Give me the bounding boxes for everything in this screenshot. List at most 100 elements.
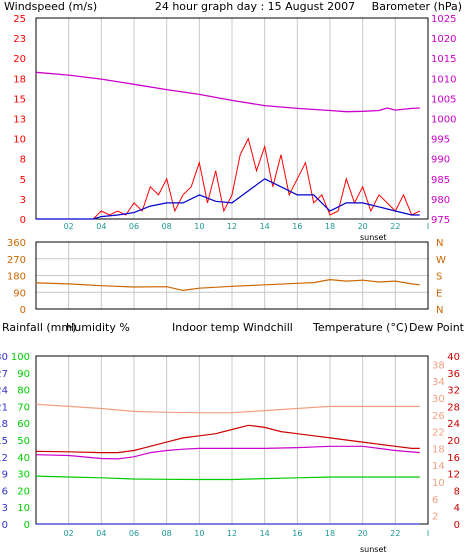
rainfall-tick-label: 21 — [0, 402, 8, 413]
windspeed-tick-label: 25 — [13, 14, 26, 25]
temperature-tick-label: 38 — [432, 360, 445, 371]
legend-temperature: Temperature (°C) — [312, 321, 408, 334]
humidity-tick-label: 30 — [17, 470, 30, 481]
humidity-tick-label: 70 — [17, 402, 30, 413]
temperature-line — [35, 424, 420, 454]
windspeed-tick-label: 10 — [13, 135, 26, 146]
x-tick-label: 22 — [390, 222, 400, 231]
windspeed-tick-label: 3 — [20, 195, 26, 206]
temperature-tick-label: 2 — [432, 512, 438, 523]
x-tick-label: 18 — [325, 222, 335, 231]
barometer-line — [35, 71, 420, 113]
compass-tick-label: S — [436, 272, 442, 283]
humidity-tick-label: 40 — [17, 453, 30, 464]
temperature-tick-label: 0 — [454, 520, 460, 531]
direction-tick-label: 90 — [13, 288, 26, 299]
temperature-tick-label: 30 — [432, 394, 445, 405]
legend-windchill: Windchill — [243, 321, 293, 334]
sunset-label-top: sunset — [360, 233, 387, 242]
x-tick-label: 16 — [292, 222, 302, 231]
wind-direction-line — [35, 278, 420, 292]
humidity-tick-label: 50 — [17, 436, 30, 447]
rainfall-tick-label: 15 — [0, 436, 8, 447]
windspeed-tick-label: 20 — [13, 54, 26, 65]
humidity-tick-label: 90 — [17, 369, 30, 380]
temperature-tick-label: 16 — [447, 453, 460, 464]
x-tick-label: 18 — [325, 529, 335, 538]
x-tick-label: 16 — [292, 529, 302, 538]
x-tick-label: 14 — [260, 529, 270, 538]
barometer-tick-label: 1005 — [431, 94, 456, 105]
temperature-tick-label: 18 — [432, 444, 445, 455]
legend-rainfall: Rainfall (mm) — [2, 321, 76, 334]
wind-panel-frame — [35, 17, 429, 220]
indoor-temp-line — [35, 403, 420, 414]
x-tick-label: 06 — [129, 529, 139, 538]
barometer-tick-label: 1020 — [431, 34, 456, 45]
temperature-tick-label: 24 — [447, 419, 460, 430]
windspeed-tick-label: 18 — [13, 74, 26, 85]
x-tick-label: 06 — [129, 222, 139, 231]
temperature-tick-label: 14 — [432, 461, 445, 472]
barometer-tick-label: 975 — [431, 215, 450, 226]
legend-dew-point: Dew Point — [409, 321, 465, 334]
rainfall-tick-label: 12 — [0, 453, 8, 464]
barometer-tick-label: 1010 — [431, 74, 456, 85]
direction-panel-frame — [35, 241, 429, 310]
barometer-tick-label: 990 — [431, 155, 450, 166]
windspeed-tick-label: 15 — [13, 94, 26, 105]
humidity-tick-label: 60 — [17, 419, 30, 430]
compass-tick-label: N — [436, 238, 443, 249]
humidity-tick-label: 80 — [17, 386, 30, 397]
rainfall-tick-label: 9 — [2, 470, 8, 481]
humidity-tick-label: 10 — [17, 503, 30, 514]
temperature-tick-label: 12 — [447, 470, 460, 481]
legend-humidity: Humidity % — [66, 321, 130, 334]
temperature-tick-label: 26 — [432, 411, 445, 422]
windspeed-tick-label: 13 — [13, 115, 26, 126]
humidity-tick-label: 20 — [17, 486, 30, 497]
x-tick-label: I — [427, 222, 429, 231]
direction-tick-label: 270 — [7, 255, 26, 266]
temperature-tick-label: 22 — [432, 428, 445, 439]
barometer-tick-label: 980 — [431, 195, 450, 206]
windspeed-tick-label: 5 — [20, 175, 26, 186]
x-tick-label: 12 — [227, 222, 237, 231]
x-tick-label: 04 — [96, 222, 106, 231]
rainfall-tick-label: 27 — [0, 369, 8, 380]
windspeed-tick-label: 23 — [13, 34, 26, 45]
humidity-line — [35, 475, 420, 481]
x-tick-label: 14 — [260, 222, 270, 231]
temperature-tick-label: 8 — [454, 486, 460, 497]
rainfall-tick-label: 18 — [0, 419, 8, 430]
x-tick-label: I — [427, 529, 429, 538]
windspeed-tick-label: 8 — [20, 155, 26, 166]
humidity-tick-label: 100 — [11, 352, 30, 363]
barometer-tick-label: 1015 — [431, 54, 456, 65]
rainfall-tick-label: 0 — [2, 520, 8, 531]
temperature-tick-label: 36 — [447, 369, 460, 380]
x-tick-label: 20 — [358, 529, 368, 538]
temperature-tick-label: 28 — [447, 402, 460, 413]
windspeed-average-line — [36, 178, 420, 220]
direction-tick-label: 180 — [7, 272, 26, 283]
x-tick-label: 04 — [96, 529, 106, 538]
dew-point-line — [35, 445, 420, 460]
compass-tick-label: E — [436, 288, 442, 299]
sunset-label-bottom: sunset — [360, 545, 387, 554]
humidity-tick-label: 0 — [24, 520, 30, 531]
chart-layer: 0358101315182023259759809859909951000100… — [0, 14, 460, 538]
rainfall-tick-label: 30 — [0, 352, 8, 363]
x-tick-label: 08 — [162, 529, 172, 538]
temperature-tick-label: 6 — [432, 495, 438, 506]
temperature-tick-label: 20 — [447, 436, 460, 447]
rainfall-tick-label: 24 — [0, 386, 8, 397]
barometer-axis-label: Barometer (hPa) — [372, 0, 462, 13]
direction-tick-label: 360 — [7, 238, 26, 249]
x-tick-label: 08 — [162, 222, 172, 231]
windspeed-tick-label: 0 — [20, 215, 26, 226]
x-tick-label: 10 — [194, 222, 204, 231]
x-tick-label: 10 — [194, 529, 204, 538]
x-tick-label: 02 — [64, 529, 74, 538]
